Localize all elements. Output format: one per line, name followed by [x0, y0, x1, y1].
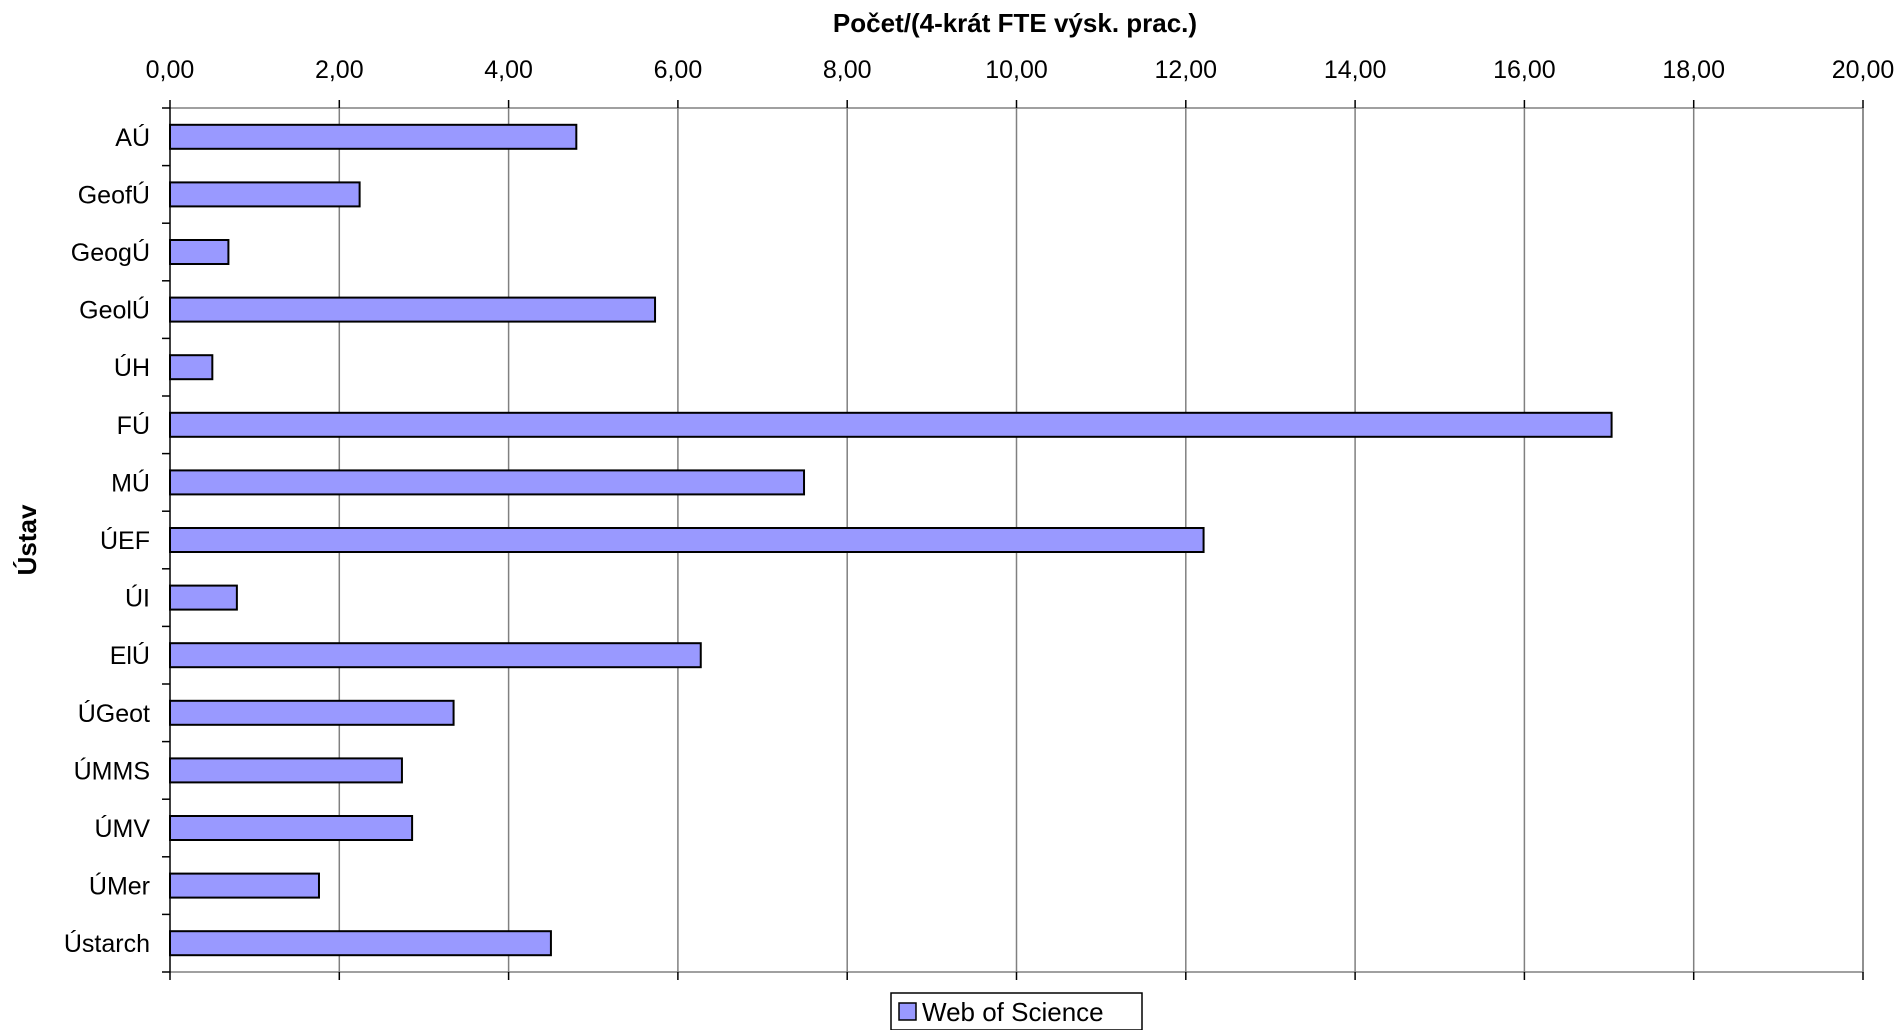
bars — [169, 123, 1613, 957]
y-category-label: Ústarch — [64, 929, 150, 958]
y-category-label: GeolÚ — [79, 296, 150, 325]
y-category-label: MÚ — [111, 468, 150, 497]
x-tick-label: 4,00 — [484, 56, 533, 84]
legend-frame — [890, 992, 1143, 1031]
x-tick-label: 6,00 — [654, 56, 703, 84]
bar — [169, 181, 361, 208]
y-category-label: GeofÚ — [78, 180, 150, 209]
bar — [169, 123, 578, 150]
bar — [169, 815, 414, 841]
y-category-label: GeogÚ — [71, 238, 150, 267]
bar — [169, 354, 214, 381]
y-category-label: ÚGeot — [78, 699, 150, 728]
bar — [169, 872, 320, 899]
bar — [169, 699, 455, 726]
x-tick-label: 2,00 — [315, 56, 364, 84]
bar — [169, 527, 1205, 553]
bar — [169, 239, 230, 265]
bar — [169, 642, 702, 669]
x-tick-label: 14,00 — [1324, 56, 1387, 84]
bar — [169, 930, 552, 957]
legend-label-web-of-science: Web of Science — [922, 997, 1104, 1027]
x-tick-label: 20,00 — [1832, 56, 1895, 84]
x-tick-label: 0,00 — [146, 56, 195, 84]
bar — [169, 584, 238, 611]
y-axis-title: Ústav — [12, 504, 42, 575]
y-category-label: ÚI — [125, 584, 150, 613]
x-tick-label: 10,00 — [985, 56, 1048, 84]
bar — [169, 757, 403, 784]
bar — [169, 411, 1613, 438]
y-category-label: ÚMer — [89, 872, 150, 901]
x-tick-label: 18,00 — [1662, 56, 1725, 84]
bar — [169, 469, 806, 496]
y-category-label: AÚ — [115, 123, 150, 152]
legend-swatch-web-of-science — [898, 1002, 917, 1021]
legend: Web of Science — [890, 992, 1143, 1031]
x-tick-label: 12,00 — [1155, 56, 1218, 84]
x-tick-label: 8,00 — [823, 56, 872, 84]
x-tick-label: 16,00 — [1493, 56, 1556, 84]
axes: 0,00 2,00 4,00 6,00 8,00 10,00 12,00 14,00 16,00… — [64, 56, 1894, 980]
y-category-label: ÚMV — [94, 814, 150, 843]
x-axis-title: Počet/(4-krát FTE výsk. prac.) — [833, 8, 1197, 38]
y-category-label: ElÚ — [110, 641, 150, 670]
y-category-label: FÚ — [117, 411, 150, 440]
y-category-label: ÚEF — [100, 526, 150, 555]
y-category-label: ÚMMS — [74, 756, 150, 785]
bar — [169, 296, 657, 323]
y-category-label: ÚH — [114, 353, 150, 382]
